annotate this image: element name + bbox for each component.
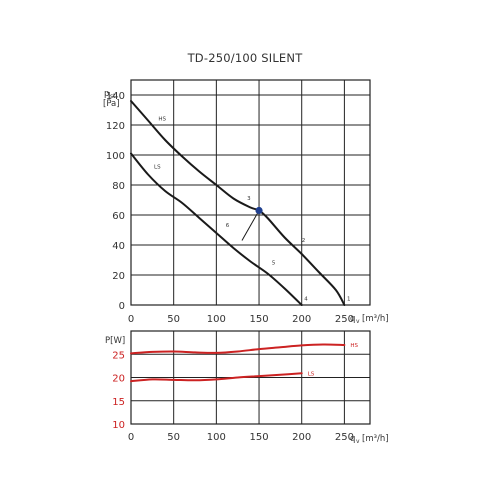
pressure-y-tick-label: 80 <box>112 181 125 192</box>
power-x-tick-label: 200 <box>292 432 311 443</box>
power-x-tick-label: 250 <box>335 432 354 443</box>
pressure-y-tick-label: 120 <box>106 121 125 132</box>
resistance-line <box>241 210 260 241</box>
pressure-y-tick-label: 20 <box>112 271 125 282</box>
power-series-label: HS <box>350 343 358 349</box>
pressure-y-tick-label: 0 <box>119 301 125 312</box>
power-x-tick-label: 50 <box>167 432 180 443</box>
power-y-tick-label: 15 <box>112 397 125 408</box>
pressure-frame <box>130 79 371 306</box>
power-flow-axis-label-main: q <box>350 434 355 444</box>
power-curve-hs <box>130 343 346 355</box>
chart-title: TD-250/100 SILENT <box>187 51 304 65</box>
curve-label: 3 <box>247 196 251 202</box>
flow-axis-unit: [m³/h] <box>362 314 389 324</box>
pressure-x-tick-label: 250 <box>335 314 354 325</box>
power-x-tick-label: 0 <box>128 432 134 443</box>
power-series-label: LS <box>308 371 315 377</box>
power-frame <box>130 330 371 425</box>
pressure-curves: HS LS 1 2 3 4 5 6 <box>130 100 351 306</box>
pressure-axis-unit: [Pa] <box>103 99 120 109</box>
pressure-x-tick-label: 150 <box>249 314 268 325</box>
power-y-tick-label: 25 <box>112 350 125 361</box>
pressure-x-tick-label: 200 <box>292 314 311 325</box>
pressure-axis-label-main: p <box>104 89 109 99</box>
pressure-x-tick-label: 100 <box>207 314 226 325</box>
power-axis-label: P[W] <box>105 336 125 346</box>
power-curves: HS LS <box>130 343 359 383</box>
power-x-tick-label: 150 <box>249 432 268 443</box>
pressure-axis-ticks: 0 50 100 150 200 250 0 20 40 60 80 100 120 140 <box>106 91 354 325</box>
pressure-curve-ls <box>130 152 303 306</box>
power-flow-axis-label-sub: v <box>356 438 360 445</box>
operating-point-marker <box>255 206 263 215</box>
pressure-curve-hs <box>130 100 346 306</box>
curve-label: 4 <box>304 297 308 303</box>
curve-label: 1 <box>347 297 351 303</box>
pressure-y-tick-label: 100 <box>106 151 125 162</box>
power-curve-ls <box>130 372 303 383</box>
flow-axis-label-main: q <box>350 314 355 324</box>
power-x-tick-label: 100 <box>207 432 226 443</box>
curve-label: LS <box>154 165 161 171</box>
power-flow-axis-unit: [m³/h] <box>362 434 389 444</box>
curve-label: HS <box>158 117 166 123</box>
pressure-grid <box>130 79 371 306</box>
curve-label: 6 <box>226 223 230 229</box>
pressure-y-tick-label: 140 <box>106 91 125 102</box>
pressure-y-tick-label: 40 <box>112 241 125 252</box>
flow-axis-label-sub: v <box>356 318 360 325</box>
curve-label: 2 <box>302 238 306 244</box>
pressure-x-tick-label: 0 <box>128 314 134 325</box>
power-y-tick-label: 10 <box>112 420 125 431</box>
pressure-y-tick-label: 60 <box>112 211 125 222</box>
pressure-axis-label-sub: st <box>110 93 116 100</box>
curve-label: 5 <box>272 261 276 267</box>
power-axis-ticks: 0 50 100 150 200 250 10 15 20 25 <box>112 350 354 443</box>
power-y-tick-label: 20 <box>112 374 125 385</box>
pressure-x-tick-label: 50 <box>167 314 180 325</box>
